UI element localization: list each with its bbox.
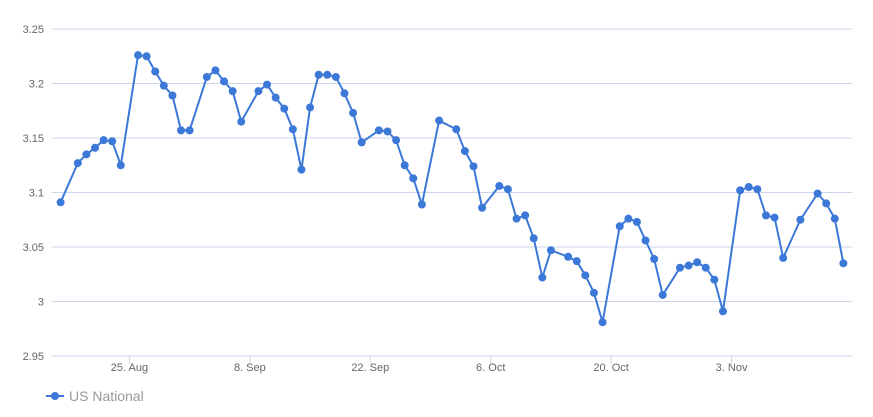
data-point <box>116 161 125 170</box>
data-point <box>529 234 538 243</box>
data-point <box>168 91 177 100</box>
data-point <box>383 127 392 136</box>
data-point <box>753 185 762 194</box>
data-point <box>822 199 831 208</box>
data-point <box>357 138 366 147</box>
data-point <box>134 51 143 60</box>
legend-item-us-national[interactable]: US National <box>46 388 144 404</box>
data-point <box>211 66 220 75</box>
data-point <box>288 125 297 134</box>
data-point <box>675 263 684 272</box>
data-point <box>392 136 401 145</box>
data-point <box>331 72 340 81</box>
data-point <box>632 217 641 226</box>
data-point <box>263 80 272 89</box>
data-point <box>151 67 160 76</box>
data-point <box>546 246 555 255</box>
line-chart: 2.95 3 3.05 3.1 3.15 3.2 3.25 25. Aug 8. Sep 22. … <box>23 24 852 374</box>
data-point <box>374 126 383 135</box>
data-point <box>572 257 581 266</box>
data-point <box>142 52 151 61</box>
data-point <box>314 70 323 79</box>
y-tick-label: 3.15 <box>23 133 44 145</box>
data-point <box>323 70 332 79</box>
data-point <box>220 77 229 86</box>
y-tick-label: 3.2 <box>29 79 44 91</box>
data-point <box>435 116 444 125</box>
data-point <box>538 273 547 282</box>
data-point <box>589 288 598 297</box>
data-point <box>658 290 667 299</box>
data-point <box>297 165 306 174</box>
data-point <box>839 259 848 268</box>
data-point <box>228 87 237 96</box>
data-point <box>693 258 702 267</box>
y-tick-label: 3.1 <box>29 188 44 200</box>
x-tick-label: 25. Aug <box>111 362 148 374</box>
data-point <box>701 263 710 272</box>
data-point <box>185 126 194 135</box>
data-point <box>830 214 839 223</box>
data-point <box>503 185 512 194</box>
data-point <box>108 137 117 146</box>
data-point <box>73 159 82 168</box>
data-point <box>349 108 358 117</box>
data-point <box>254 87 263 96</box>
y-tick-label: 3.25 <box>23 24 44 36</box>
data-point <box>512 214 521 223</box>
data-point <box>615 222 624 231</box>
data-point <box>202 72 211 81</box>
data-point <box>280 104 289 113</box>
x-tick-label: 22. Sep <box>351 362 389 374</box>
data-point <box>478 203 487 212</box>
data-point <box>650 254 659 263</box>
y-tick-label: 2.95 <box>23 351 44 363</box>
data-point <box>271 93 280 102</box>
data-point <box>495 181 504 190</box>
legend-label: US National <box>69 388 144 404</box>
data-point <box>761 211 770 220</box>
data-point <box>770 213 779 222</box>
data-point <box>159 81 168 90</box>
x-tick-label: 6. Oct <box>476 362 505 374</box>
data-point <box>684 261 693 270</box>
data-point <box>521 211 530 220</box>
data-point <box>744 183 753 192</box>
y-tick-label: 3 <box>38 297 44 309</box>
data-point <box>99 136 108 145</box>
data-point <box>779 253 788 262</box>
data-point <box>796 215 805 224</box>
data-point <box>306 103 315 112</box>
data-point <box>469 162 478 171</box>
data-point <box>460 147 469 156</box>
data-point <box>598 318 607 327</box>
data-point <box>417 200 426 209</box>
data-point <box>409 174 418 183</box>
data-point <box>400 161 409 170</box>
data-point <box>340 89 349 98</box>
data-point <box>581 271 590 280</box>
x-tick-label: 3. Nov <box>716 362 748 374</box>
legend-line-marker-icon <box>46 392 64 400</box>
data-point <box>564 252 573 261</box>
y-tick-label: 3.05 <box>23 242 44 254</box>
data-point <box>177 126 186 135</box>
data-point <box>91 143 100 152</box>
data-point <box>56 198 65 207</box>
data-point <box>82 150 91 159</box>
data-point <box>624 214 633 223</box>
data-point <box>736 186 745 195</box>
data-point <box>641 236 650 245</box>
data-point <box>813 189 822 198</box>
data-point <box>452 125 461 134</box>
x-tick-label: 20. Oct <box>593 362 628 374</box>
series-line <box>59 54 845 323</box>
data-point <box>718 307 727 316</box>
data-point <box>710 275 719 284</box>
data-point <box>237 117 246 126</box>
x-tick-label: 8. Sep <box>234 362 266 374</box>
